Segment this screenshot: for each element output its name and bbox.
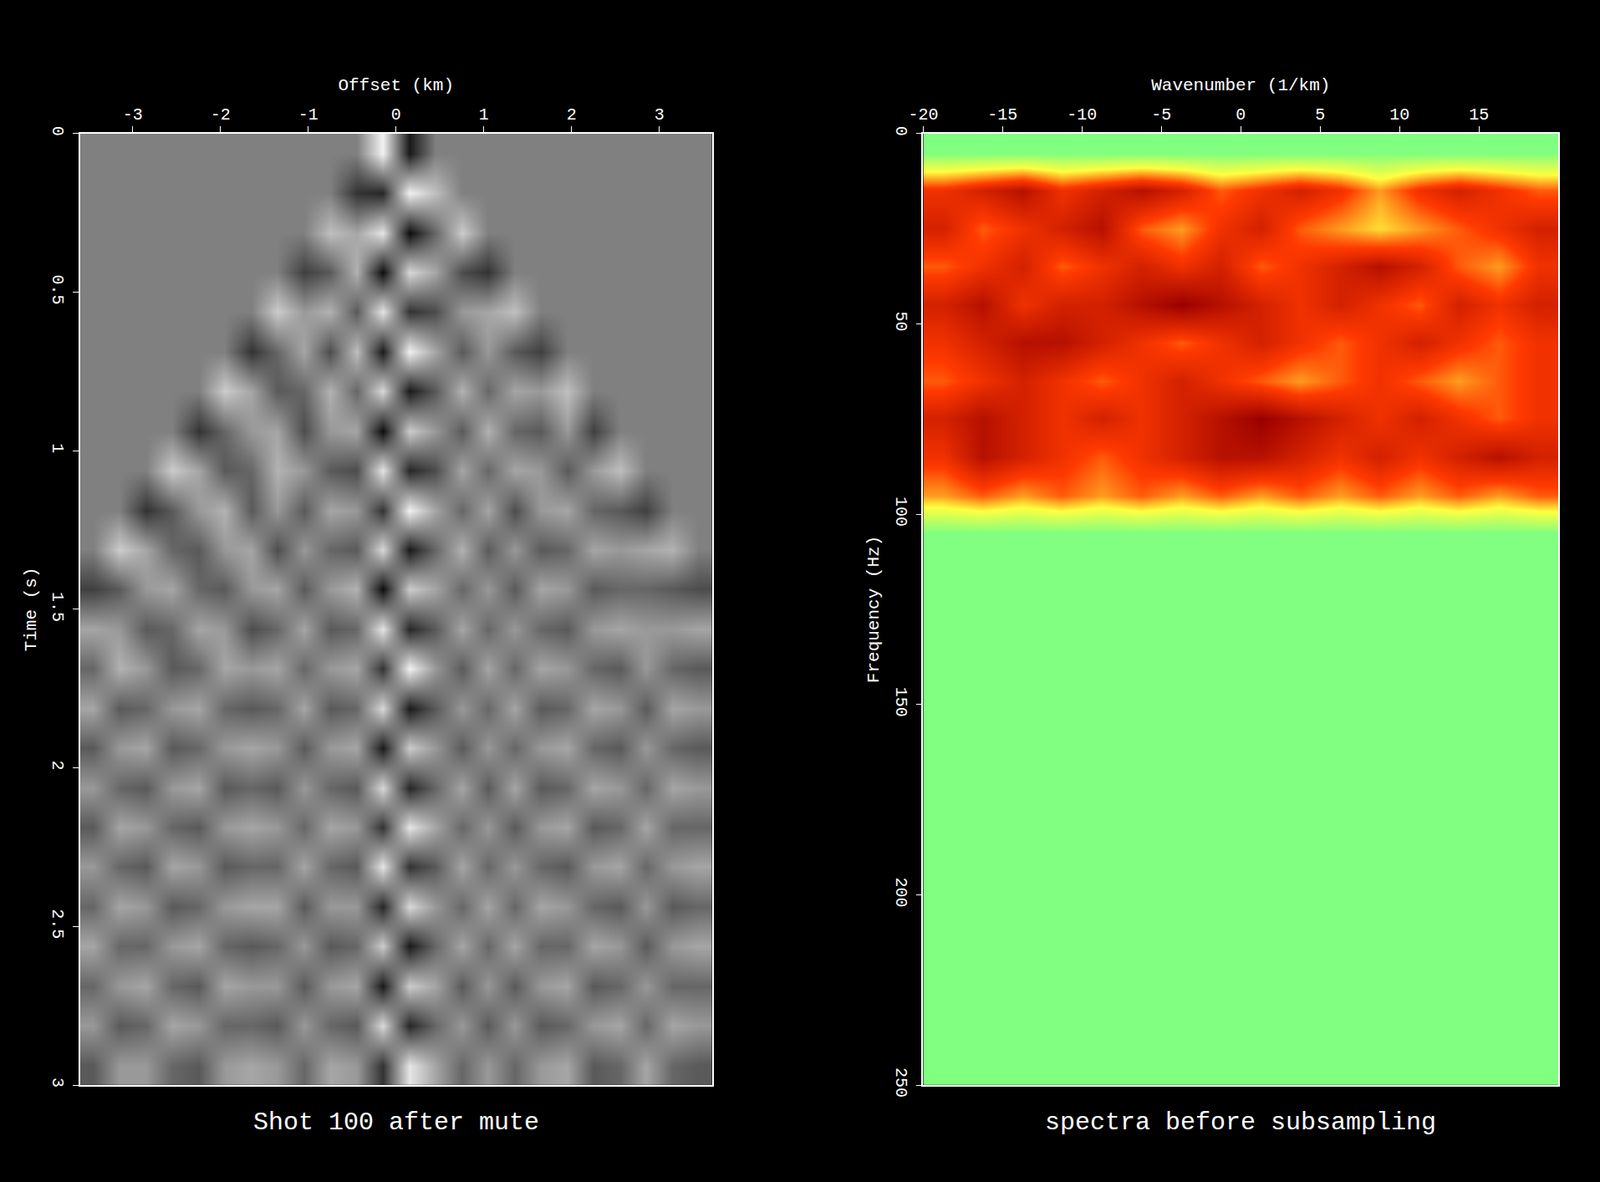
svg-text:2.5: 2.5 (47, 908, 67, 939)
svg-text:-10: -10 (1066, 105, 1097, 125)
svg-text:Wavenumber (1/km): Wavenumber (1/km) (1151, 76, 1330, 96)
svg-text:0: 0 (391, 105, 402, 125)
svg-text:-1: -1 (298, 105, 319, 125)
svg-text:1: 1 (478, 105, 490, 125)
svg-text:Time (s): Time (s) (21, 567, 41, 653)
svg-text:Frequency (Hz): Frequency (Hz) (864, 535, 884, 683)
svg-text:3: 3 (654, 105, 665, 125)
svg-text:0.5: 0.5 (47, 274, 67, 305)
svg-text:250: 250 (891, 1067, 911, 1098)
svg-text:150: 150 (891, 687, 911, 718)
svg-text:3: 3 (47, 1077, 67, 1088)
svg-text:1.5: 1.5 (47, 591, 67, 622)
svg-text:1: 1 (47, 443, 67, 454)
svg-text:200: 200 (891, 876, 911, 908)
svg-text:15: 15 (1468, 105, 1489, 125)
svg-text:Shot 100 after mute: Shot 100 after mute (253, 1108, 540, 1137)
svg-text:10: 10 (1389, 105, 1410, 125)
svg-text:-5: -5 (1151, 105, 1172, 125)
svg-text:-15: -15 (987, 105, 1018, 125)
svg-text:2: 2 (566, 105, 577, 125)
svg-text:5: 5 (1314, 105, 1325, 125)
svg-text:-2: -2 (210, 105, 231, 125)
svg-text:-20: -20 (907, 105, 938, 125)
svg-text:0: 0 (1235, 105, 1246, 125)
svg-text:50: 50 (891, 310, 911, 332)
svg-text:-3: -3 (122, 105, 143, 125)
svg-text:0: 0 (891, 126, 911, 137)
svg-text:0: 0 (47, 126, 67, 137)
svg-text:2: 2 (47, 760, 67, 771)
svg-text:spectra before subsampling: spectra before subsampling (1044, 1108, 1437, 1137)
svg-text:100: 100 (891, 496, 911, 527)
svg-text:Offset (km): Offset (km) (337, 76, 454, 96)
